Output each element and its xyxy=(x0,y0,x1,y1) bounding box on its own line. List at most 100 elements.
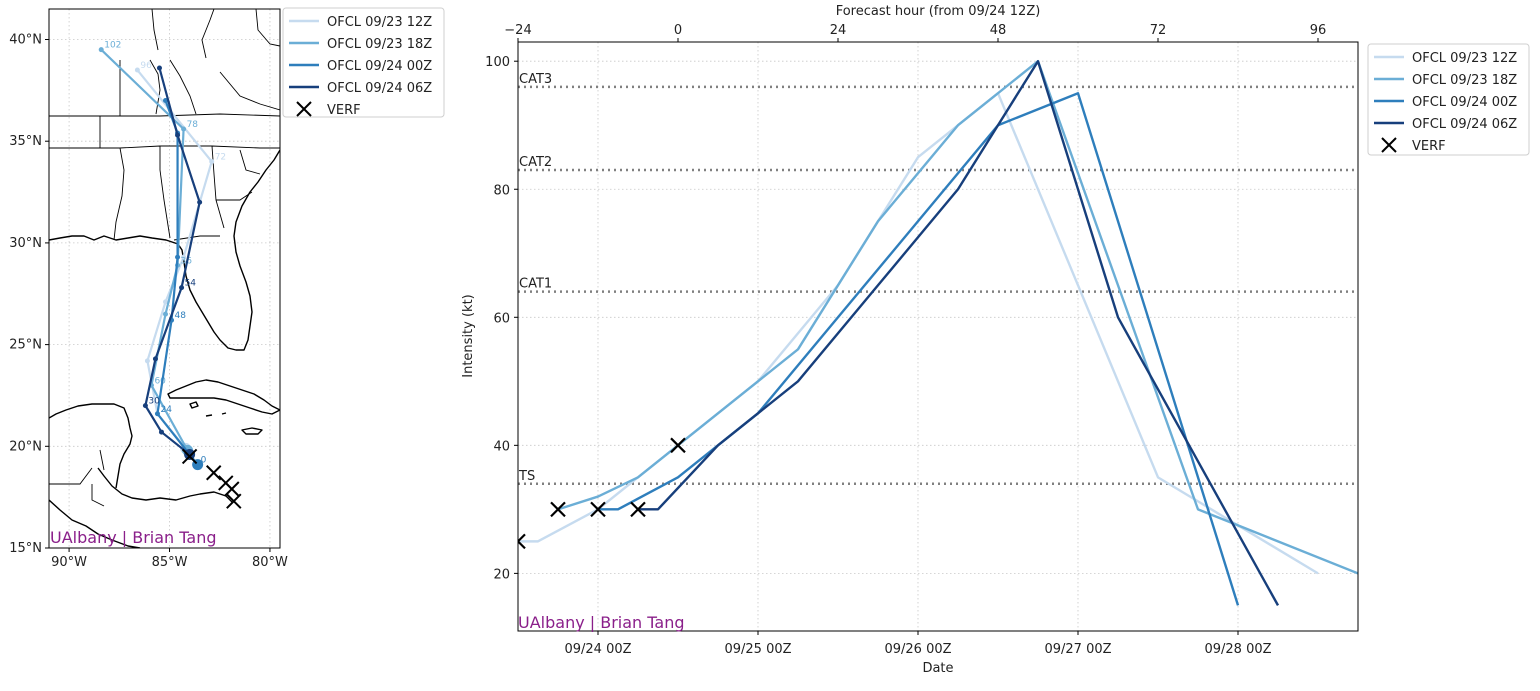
map-track-point-3-3 xyxy=(152,356,158,362)
cuba xyxy=(167,379,280,415)
us-gulf-atlantic-coastline xyxy=(49,149,280,351)
threshold-label-ts: TS xyxy=(518,469,535,484)
map-legend-label-3: OFCL 09/24 06Z xyxy=(327,81,432,96)
central-america-south-coast xyxy=(49,499,141,548)
map-legend-label-0: OFCL 09/23 12Z xyxy=(327,15,432,30)
intensity-xtick-label-1: 09/25 00Z xyxy=(724,642,791,657)
x-axis-title: Date xyxy=(922,661,953,676)
intensity-legend-frame xyxy=(1367,43,1530,156)
intensity-top-tick-label-5: 96 xyxy=(1310,23,1327,38)
map-track-ofcl-09-24-00z: 0 24 48 xyxy=(154,98,207,471)
map-track-point-3-5 xyxy=(197,199,203,205)
map-track-hour-label-2-2: 24 xyxy=(160,405,172,415)
map-track-hour-label-2-0: 0 xyxy=(201,456,207,466)
map-track-hour-label-3-2: 30 xyxy=(148,397,160,407)
map-verf-marker-0 xyxy=(181,448,198,465)
map-track-point-3-2 xyxy=(142,403,148,409)
map-ytick-label-4: 35°N xyxy=(9,134,42,149)
intensity-verf-marker-0 xyxy=(518,533,526,550)
intensity-legend-swatch-verf xyxy=(1381,137,1397,153)
intensity-verf-marker-3 xyxy=(630,501,646,518)
map-xtick-label-1: 85°W xyxy=(152,555,188,570)
map-geography xyxy=(49,9,280,548)
state-boundaries xyxy=(49,59,280,241)
central-america-coastline xyxy=(97,467,233,503)
intensity-ytick-label-1: 40 xyxy=(493,439,510,454)
map-xtick-label-2: 80°W xyxy=(252,555,288,570)
mexico-coastline xyxy=(49,403,133,489)
map-track-hour-label-0-6: 96 xyxy=(140,61,152,71)
threshold-label-cat2: CAT2 xyxy=(519,155,552,170)
intensity-legend-label-2: OFCL 09/24 00Z xyxy=(1412,95,1517,110)
intensity-series-ofcl-09-23-12z xyxy=(518,92,1319,575)
threshold-label-cat1: CAT1 xyxy=(519,277,552,292)
cayman-islands xyxy=(205,412,227,417)
intensity-xtick-label-3: 09/27 00Z xyxy=(1044,642,1111,657)
map-track-line-3 xyxy=(144,67,201,456)
map-track-point-0-4 xyxy=(181,254,187,260)
map-track-hour-label-1-1: 60 xyxy=(154,376,166,386)
intensity-xtick-label-4: 09/28 00Z xyxy=(1204,642,1271,657)
top-x-axis-title: Forecast hour (from 09/24 12Z) xyxy=(836,4,1041,19)
intensity-ytick-label-2: 60 xyxy=(493,311,510,326)
map-track-point-0-2 xyxy=(144,358,150,364)
intensity-top-tick-label-1: 0 xyxy=(674,23,682,38)
map-verf-marker-4 xyxy=(226,493,242,509)
map-credit-annotation: UAlbany | Brian Tang xyxy=(50,528,217,547)
map-legend: OFCL 09/23 12Z OFCL 09/23 18Z OFCL 09/24 0… xyxy=(282,7,445,118)
map-track-point-1-4 xyxy=(181,126,187,132)
map-legend-label-1: OFCL 09/23 18Z xyxy=(327,37,432,52)
intensity-verf-marker-1 xyxy=(550,501,566,518)
intensity-series-ofcl-09-24-06z xyxy=(638,60,1280,606)
map-track-point-3-6 xyxy=(175,132,181,138)
map-track-point-2-2 xyxy=(154,411,160,417)
map-track-point-3-4 xyxy=(179,285,185,291)
intensity-thresholds: CAT3 CAT2 CAT1 TS xyxy=(518,72,1358,485)
great-lakes-edge xyxy=(151,9,280,59)
map-track-point-0-6 xyxy=(134,67,140,73)
intensity-panel: CAT3 CAT2 CAT1 TS 09/24 00Z 09/25 00Z 09/26 0… xyxy=(461,4,1530,676)
map-track-hour-label-1-5: 102 xyxy=(104,41,121,51)
intensity-legend-label-3: OFCL 09/24 06Z xyxy=(1412,117,1517,132)
intensity-ytick-label-4: 100 xyxy=(485,55,510,70)
intensity-gridlines xyxy=(518,42,1358,631)
intensity-series-layer xyxy=(518,60,1358,606)
map-legend-swatch-verf xyxy=(296,101,312,117)
intensity-ytick-label-0: 20 xyxy=(493,567,510,582)
map-track-line-1 xyxy=(100,48,189,451)
map-track-point-3-0 xyxy=(184,448,196,460)
map-track-point-1-2 xyxy=(163,311,169,317)
map-track-point-1-5 xyxy=(98,47,104,53)
intensity-credit-annotation: UAlbany | Brian Tang xyxy=(518,613,685,632)
isle-of-youth xyxy=(189,401,199,409)
map-axes: 90°W 85°W 80°W 15°N 20°N 25°N 30°N 35°N 40°N xyxy=(9,33,288,570)
map-ytick-label-2: 25°N xyxy=(9,338,42,353)
map-track-hour-label-0-5: 72 xyxy=(215,153,226,163)
map-track-ofcl-09-24-06z: 30 54 xyxy=(142,65,203,460)
map-ytick-label-3: 30°N xyxy=(9,236,42,251)
map-legend-frame xyxy=(282,7,445,118)
map-xtick-label-0: 90°W xyxy=(51,555,87,570)
intensity-ytick-label-3: 80 xyxy=(493,183,510,198)
intensity-top-tick-label-3: 48 xyxy=(990,23,1007,38)
map-frame xyxy=(48,8,281,549)
map-ytick-label-5: 40°N xyxy=(9,33,42,48)
map-ytick-label-1: 20°N xyxy=(9,439,42,454)
y-axis-title: Intensity (kt) xyxy=(461,294,476,377)
intensity-series-ofcl-09-23-18z xyxy=(557,60,1358,575)
jamaica xyxy=(241,427,263,435)
intensity-xtick-label-0: 09/24 00Z xyxy=(564,642,631,657)
yucatan-borders xyxy=(49,449,105,507)
intensity-legend-label-4: VERF xyxy=(1412,139,1446,154)
map-track-point-3-1 xyxy=(158,429,164,435)
map-track-point-3-7 xyxy=(156,65,162,71)
intensity-top-tick-label-2: 24 xyxy=(830,23,847,38)
intensity-top-tick-label-4: 72 xyxy=(1150,23,1167,38)
map-track-point-2-6 xyxy=(163,98,169,104)
map-track-hour-label-2-3: 48 xyxy=(175,311,187,321)
intensity-legend-label-1: OFCL 09/23 18Z xyxy=(1412,73,1517,88)
intensity-frame xyxy=(517,41,1359,632)
